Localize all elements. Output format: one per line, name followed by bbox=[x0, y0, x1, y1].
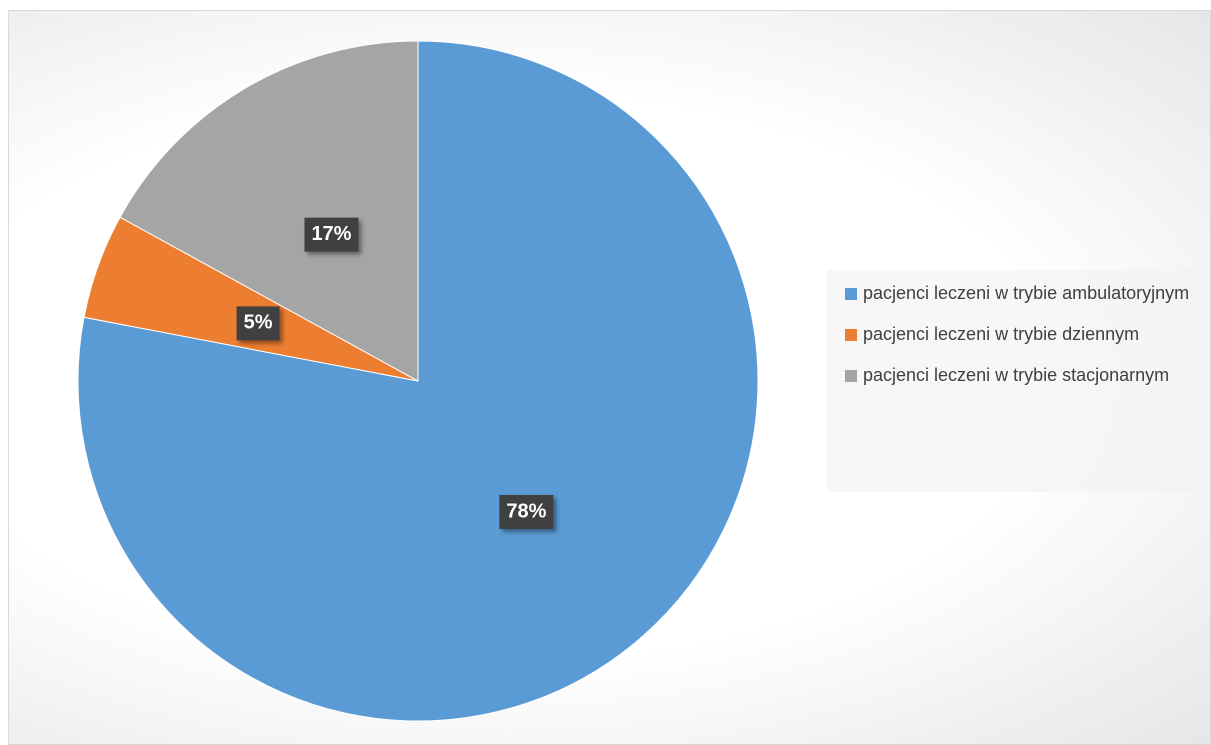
data-label-box bbox=[304, 217, 359, 252]
pie-slice bbox=[119, 40, 419, 382]
legend-swatch bbox=[845, 329, 857, 341]
legend-label: pacjenci leczeni w trybie dziennym bbox=[863, 324, 1140, 344]
legend-item: pacjenci leczeni w trybie ambulatoryjnym bbox=[845, 280, 1201, 307]
data-label: 5% bbox=[236, 306, 280, 341]
data-label-box bbox=[499, 494, 554, 529]
data-label: 17% bbox=[304, 217, 359, 252]
legend-item: pacjenci leczeni w trybie dziennym bbox=[845, 321, 1201, 348]
legend-label: pacjenci leczeni w trybie stacjonarnym bbox=[863, 365, 1170, 385]
data-label-box bbox=[236, 306, 280, 341]
legend-swatch bbox=[845, 370, 857, 382]
legend-item: pacjenci leczeni w trybie stacjonarnym bbox=[845, 362, 1201, 389]
data-label-text: 78% bbox=[506, 500, 546, 522]
legend-swatch bbox=[845, 288, 857, 300]
data-label-text: 5% bbox=[244, 312, 273, 334]
legend-label: pacjenci leczeni w trybie ambulatoryjnym bbox=[863, 283, 1190, 303]
data-label-text: 17% bbox=[311, 223, 351, 245]
data-label: 78% bbox=[499, 494, 554, 529]
legend: pacjenci leczeni w trybie ambulatoryjnym… bbox=[827, 270, 1207, 492]
